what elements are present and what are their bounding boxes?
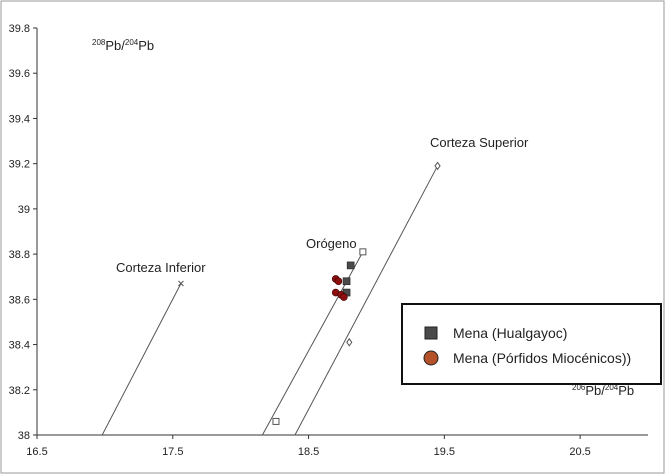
y-tick-label: 39.2 bbox=[9, 159, 30, 171]
y-tick-label: 38.2 bbox=[9, 385, 30, 397]
data-point-hualgayoc bbox=[346, 261, 355, 270]
data-point-porfidos bbox=[334, 277, 343, 286]
annotation-corteza-inferior: Corteza Inferior bbox=[116, 260, 206, 275]
y-tick-label: 38 bbox=[18, 430, 30, 442]
y-tick-label: 39.6 bbox=[9, 68, 30, 80]
reference-marker-square bbox=[359, 248, 367, 256]
annotation-corteza-superior: Corteza Superior bbox=[430, 135, 529, 150]
legend-box bbox=[401, 303, 662, 385]
legend-marker-porfidos bbox=[423, 350, 439, 366]
data-series bbox=[331, 261, 355, 301]
reference-marker-square bbox=[272, 417, 280, 425]
reference-marker-diamond bbox=[434, 161, 441, 171]
y-tick-label: 39 bbox=[18, 204, 30, 216]
legend-marker-hualgayoc bbox=[424, 326, 438, 340]
reference-marker-x bbox=[178, 280, 184, 287]
y-tick-label: 38.6 bbox=[9, 294, 30, 306]
x-tick-label: 19.5 bbox=[434, 446, 455, 458]
reference-curve-line bbox=[101, 283, 182, 436]
y-tick-label: 38.8 bbox=[9, 249, 30, 261]
y-tick-label: 38.4 bbox=[9, 340, 30, 352]
x-tick-label: 17.5 bbox=[162, 446, 183, 458]
y-tick-label: 39.4 bbox=[9, 113, 30, 125]
y-tick-label: 39.8 bbox=[9, 23, 30, 35]
reference-marker-diamond bbox=[346, 337, 353, 347]
legend-label-porfidos: Mena (Pórfidos Miocénicos)) bbox=[453, 350, 631, 366]
y-axis-label: 208Pb/204Pb bbox=[92, 38, 154, 53]
annotation-orogeno: Orógeno bbox=[306, 236, 357, 251]
x-tick-label: 18.5 bbox=[298, 446, 319, 458]
x-axis-label: 206Pb/204Pb bbox=[572, 383, 634, 398]
data-point-porfidos bbox=[340, 293, 348, 301]
reference-curve-line bbox=[294, 165, 438, 436]
reference-curves bbox=[101, 161, 441, 436]
x-tick-label: 16.5 bbox=[26, 446, 47, 458]
data-point-hualgayoc bbox=[342, 277, 351, 286]
legend: Mena (Hualgayoc) Mena (Pórfidos Miocénic… bbox=[401, 303, 662, 385]
legend-label-hualgayoc: Mena (Hualgayoc) bbox=[453, 325, 567, 341]
axes: 16.5 17.5 18.5 19.5 20.5 38 38.2 38.4 38.6 38.8 39… bbox=[9, 23, 648, 458]
x-tick-label: 20.5 bbox=[569, 446, 590, 458]
